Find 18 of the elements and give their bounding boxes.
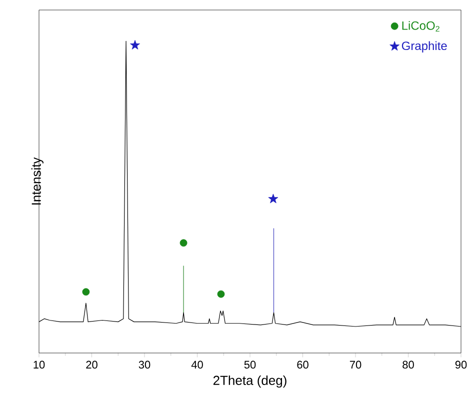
- point: [130, 40, 140, 50]
- x-tick-label: 40: [191, 360, 203, 369]
- x-tick-label: 10: [34, 360, 45, 369]
- y-axis-title: Intensity: [31, 157, 44, 204]
- x-tick-label: 80: [402, 360, 414, 369]
- x-tick-label: 30: [138, 360, 150, 369]
- legend-label: LiCoO$_{2}$: [402, 21, 440, 32]
- point: [217, 290, 225, 298]
- point: [180, 239, 188, 247]
- point: [82, 288, 90, 296]
- x-tick-label: 90: [455, 360, 467, 369]
- point: [268, 194, 278, 204]
- x-tick-label: 50: [244, 360, 256, 369]
- x-tick-label: 20: [86, 360, 98, 369]
- x-axis-title: 2Theta (deg): [213, 375, 286, 388]
- x-tick-label: 70: [350, 360, 362, 369]
- legend-label: Graphite: [402, 41, 447, 52]
- x-tick-label: 60: [297, 360, 308, 369]
